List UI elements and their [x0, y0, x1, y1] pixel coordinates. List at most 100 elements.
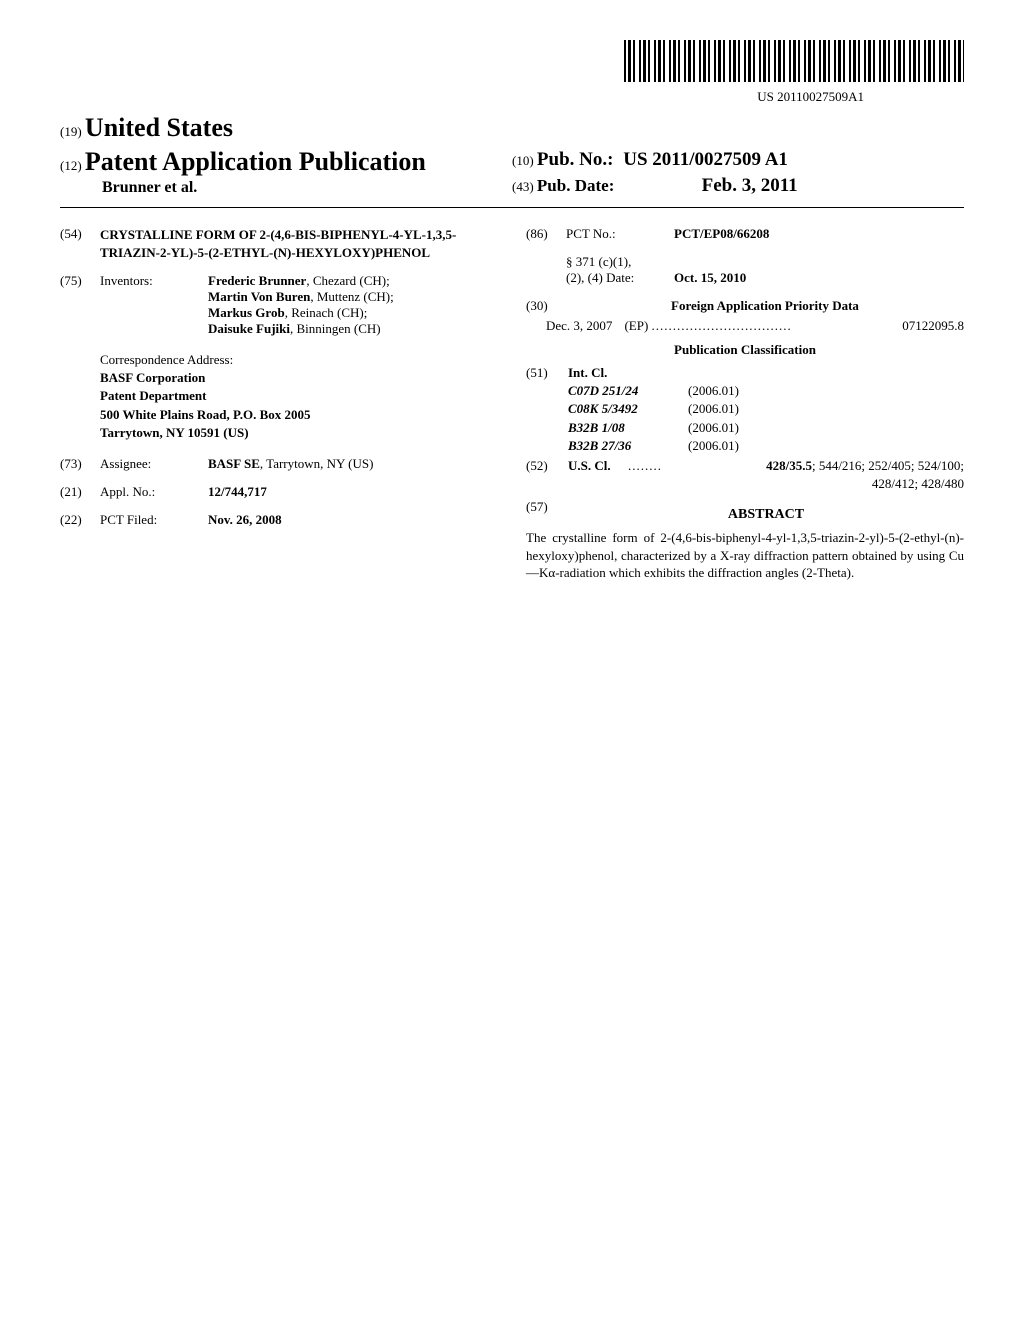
int-cl-sym: B32B 27/36 — [568, 437, 688, 455]
us-cl-code: (52) — [526, 457, 568, 493]
country-line: (19) United States — [60, 113, 512, 143]
authors-line: Brunner et al. — [60, 179, 512, 197]
inventor-item: Frederic Brunner, Chezard (CH); — [208, 273, 498, 289]
appl-no: 12/744,717 — [208, 484, 498, 500]
inventor-loc: , Muttenz (CH); — [310, 289, 393, 304]
inventor-name: Daisuke Fujiki — [208, 321, 290, 336]
inventors-list: Frederic Brunner, Chezard (CH); Martin V… — [208, 273, 498, 337]
pub-no-line: (10) Pub. No.: US 2011/0027509 A1 — [512, 149, 964, 171]
int-cl-row: (51) Int. Cl. C07D 251/24(2006.01) C08K … — [526, 364, 964, 455]
pct-no-code: (86) — [526, 226, 566, 242]
country-name: United States — [85, 113, 233, 142]
priority-dots: ................................. — [652, 318, 792, 333]
two-column-body: (54) CRYSTALLINE FORM OF 2-(4,6-BIS-BIPH… — [60, 226, 964, 582]
abstract-heading: ABSTRACT — [568, 507, 964, 523]
pub-date: Feb. 3, 2011 — [702, 175, 798, 196]
correspondence-label: Correspondence Address: — [100, 351, 498, 369]
appl-row: (21) Appl. No.: 12/744,717 — [60, 484, 498, 500]
correspondence-city: Tarrytown, NY 10591 (US) — [100, 425, 249, 440]
s371-date: Oct. 15, 2010 — [674, 270, 746, 286]
int-cl-code: (51) — [526, 364, 568, 455]
right-header: (10) Pub. No.: US 2011/0027509 A1 (43) P… — [512, 143, 964, 197]
pct-filed-row: (22) PCT Filed: Nov. 26, 2008 — [60, 512, 498, 528]
assignee-name: BASF SE — [208, 456, 260, 471]
int-cl-sym: C08K 5/3492 — [568, 400, 688, 418]
int-cl-date: (2006.01) — [688, 419, 739, 437]
priority-heading: Foreign Application Priority Data — [566, 298, 964, 314]
inventor-name: Markus Grob — [208, 305, 285, 320]
right-column: (86) PCT No.: PCT/EP08/66208 § 371 (c)(1… — [526, 226, 964, 582]
int-cl-sym: B32B 1/08 — [568, 419, 688, 437]
assignee-loc: , Tarrytown, NY (US) — [260, 456, 374, 471]
pct-no-row: (86) PCT No.: PCT/EP08/66208 — [526, 226, 964, 242]
correspondence-line: BASF Corporation — [100, 369, 498, 387]
pub-date-label: Pub. Date: — [537, 176, 614, 195]
pub-date-code: (43) — [512, 179, 534, 194]
s371-block: § 371 (c)(1), (2), (4) Date: Oct. 15, 20… — [566, 254, 964, 286]
priority-code: (30) — [526, 298, 566, 314]
pct-no: PCT/EP08/66208 — [674, 226, 964, 242]
appl-label: Appl. No.: — [100, 484, 208, 500]
int-cl-item: B32B 27/36(2006.01) — [568, 437, 964, 455]
priority-app-no: 07122095.8 — [902, 318, 964, 334]
us-cl-line1-rest: ; 544/216; 252/405; 524/100; — [812, 458, 964, 473]
us-cl-label: U.S. Cl. — [568, 457, 628, 493]
abstract-code: (57) — [526, 499, 568, 529]
assignee-code: (73) — [60, 456, 100, 472]
int-cl-item: C07D 251/24(2006.01) — [568, 382, 964, 400]
s371-label1: § 371 (c)(1), — [566, 254, 964, 270]
correspondence-company: BASF Corporation — [100, 370, 205, 385]
inventor-loc: , Reinach (CH); — [285, 305, 368, 320]
int-cl-date: (2006.01) — [688, 437, 739, 455]
correspondence-street: 500 White Plains Road, P.O. Box 2005 — [100, 407, 311, 422]
inventor-loc: , Binningen (CH) — [290, 321, 381, 336]
inventor-item: Markus Grob, Reinach (CH); — [208, 305, 498, 321]
priority-country: (EP) — [624, 318, 648, 333]
header-row: (19) United States (12) Patent Applicati… — [60, 113, 964, 197]
barcode-graphic — [624, 40, 964, 82]
us-cl-values: 428/35.5; 544/216; 252/405; 524/100; 428… — [662, 457, 964, 493]
title-row: (54) CRYSTALLINE FORM OF 2-(4,6-BIS-BIPH… — [60, 226, 498, 261]
pct-filed-label: PCT Filed: — [100, 512, 208, 528]
priority-data-row: Dec. 3, 2007 (EP) ......................… — [546, 318, 964, 334]
us-cl-row: (52) U.S. Cl. ........ 428/35.5; 544/216… — [526, 457, 964, 493]
correspondence-line: 500 White Plains Road, P.O. Box 2005 — [100, 406, 498, 424]
appl-code: (21) — [60, 484, 100, 500]
barcode-region: US 20110027509A1 — [60, 40, 964, 105]
inventor-name: Martin Von Buren — [208, 289, 310, 304]
assignee-value: BASF SE, Tarrytown, NY (US) — [208, 456, 498, 472]
inventor-name: Frederic Brunner — [208, 273, 306, 288]
left-header: (19) United States (12) Patent Applicati… — [60, 113, 512, 197]
s371-label2: (2), (4) Date: — [566, 270, 674, 286]
pct-filed-date: Nov. 26, 2008 — [208, 512, 498, 528]
us-cl-line1-first: 428/35.5 — [766, 458, 812, 473]
correspondence-line: Tarrytown, NY 10591 (US) — [100, 424, 498, 442]
abstract-text: The crystalline form of 2-(4,6-bis-biphe… — [526, 529, 964, 582]
pub-type: Patent Application Publication — [85, 147, 426, 176]
correspondence-line: Patent Department — [100, 387, 498, 405]
inventors-code: (75) — [60, 273, 100, 337]
barcode-number: US 20110027509A1 — [60, 89, 864, 105]
pub-class-heading: Publication Classification — [526, 342, 964, 358]
pub-date-line: (43) Pub. Date: Feb. 3, 2011 — [512, 175, 964, 197]
left-column: (54) CRYSTALLINE FORM OF 2-(4,6-BIS-BIPH… — [60, 226, 498, 582]
int-cl-sym: C07D 251/24 — [568, 382, 688, 400]
int-cl-item: B32B 1/08(2006.01) — [568, 419, 964, 437]
assignee-row: (73) Assignee: BASF SE, Tarrytown, NY (U… — [60, 456, 498, 472]
pub-type-code: (12) — [60, 158, 82, 173]
pub-no-label: Pub. No.: — [537, 149, 614, 170]
title-text: CRYSTALLINE FORM OF 2-(4,6-BIS-BIPHENYL-… — [100, 226, 498, 261]
inventor-item: Martin Von Buren, Muttenz (CH); — [208, 289, 498, 305]
pub-no-code: (10) — [512, 153, 534, 168]
country-code: (19) — [60, 124, 82, 139]
int-cl-item: C08K 5/3492(2006.01) — [568, 400, 964, 418]
us-cl-line2: 428/412; 428/480 — [662, 475, 964, 493]
int-cl-date: (2006.01) — [688, 400, 739, 418]
inventors-row: (75) Inventors: Frederic Brunner, Chezar… — [60, 273, 498, 337]
correspondence-dept: Patent Department — [100, 388, 207, 403]
pct-filed-code: (22) — [60, 512, 100, 528]
title-code: (54) — [60, 226, 100, 261]
int-cl-date: (2006.01) — [688, 382, 739, 400]
divider — [60, 207, 964, 208]
us-cl-dots: ........ — [628, 457, 662, 493]
